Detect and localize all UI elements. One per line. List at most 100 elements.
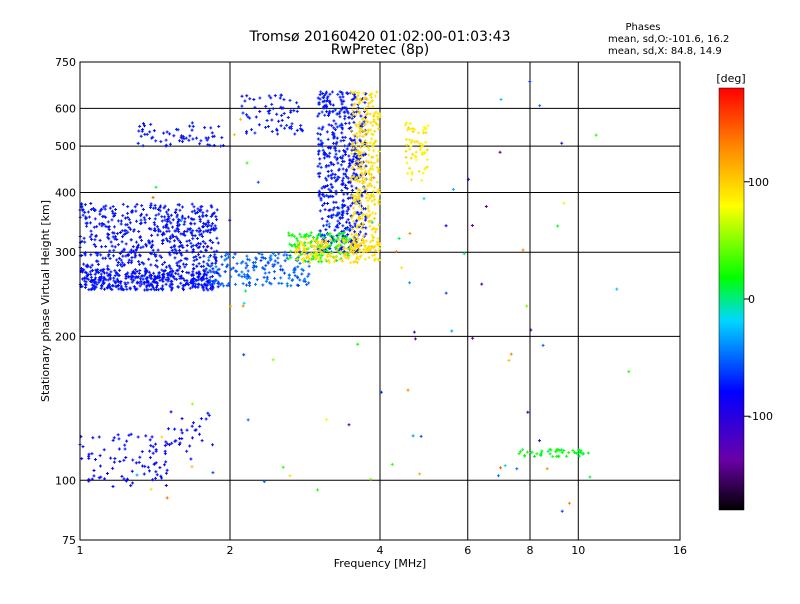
data-point [233,252,237,256]
data-point [576,451,580,455]
data-point [162,206,166,210]
data-point [567,450,571,454]
colorbar-tick-label: 100 [748,176,769,189]
data-point [318,93,322,97]
data-point [520,448,524,452]
data-point [296,276,300,280]
data-point [321,192,325,196]
data-point [82,268,86,272]
data-point [269,282,273,286]
data-point [340,90,344,94]
data-point [179,244,183,248]
data-point [244,266,248,270]
data-point [269,257,273,261]
data-point [358,97,362,101]
data-point [191,244,195,248]
data-point [276,132,280,136]
data-point [332,206,336,210]
data-point [371,253,375,257]
data-point [283,250,287,254]
data-point [137,281,141,285]
data-point [125,439,129,443]
data-point [334,254,338,258]
data-point [328,151,332,155]
data-point [180,270,184,274]
data-point [285,284,289,288]
data-point [128,227,132,231]
data-point [104,244,108,248]
data-point [119,219,123,223]
data-point [329,173,333,177]
data-point [369,100,373,104]
data-point [83,240,87,244]
data-point [358,134,362,138]
data-point [285,123,289,127]
data-point [280,118,284,122]
data-point [181,277,185,281]
data-point [227,255,231,259]
data-point [209,224,213,228]
data-point [289,110,293,114]
data-point [329,176,333,180]
data-point [164,138,168,142]
data-point [317,142,321,146]
data-point [207,223,211,227]
data-point [137,260,141,264]
data-point [81,277,85,281]
data-point [154,280,158,284]
data-point [352,154,356,158]
data-point [335,234,339,238]
data-point [249,128,253,132]
data-point [351,108,355,112]
data-point [141,277,145,281]
data-point [342,138,346,142]
data-point [406,171,410,175]
data-point [298,232,302,236]
data-point [152,462,156,466]
data-point [361,134,365,138]
data-point [139,246,143,250]
data-point [349,261,353,265]
data-point [187,138,191,142]
data-point [287,276,291,280]
data-point [348,224,352,228]
data-point [96,262,100,266]
data-point [165,130,169,134]
data-point [203,241,207,245]
data-point [579,449,583,453]
data-point [215,236,219,240]
data-point [200,235,204,239]
data-point [329,194,333,198]
data-point [331,103,335,107]
data-point [109,240,113,244]
data-point [277,281,281,285]
data-point [518,450,522,454]
data-point [340,122,344,126]
data-point [148,205,152,209]
data-point [350,152,354,156]
data-point [108,257,112,261]
data-point [316,96,320,100]
data-point [175,215,179,219]
data-point [182,137,186,141]
data-point [333,155,337,159]
data-point [176,224,180,228]
data-point [120,286,124,290]
x-tick-label: 8 [527,544,534,557]
data-point [106,267,110,271]
data-point [307,272,311,276]
data-point [322,194,326,198]
data-point [191,282,195,286]
data-point [166,212,170,216]
data-point [173,244,177,248]
data-point [153,203,157,207]
data-point [207,258,211,262]
data-point [122,458,126,462]
data-point [124,242,128,246]
data-point [181,140,185,144]
data-point [121,214,125,218]
data-point [355,226,359,230]
data-point [95,253,99,257]
data-point [370,233,374,237]
data-point [334,152,338,156]
